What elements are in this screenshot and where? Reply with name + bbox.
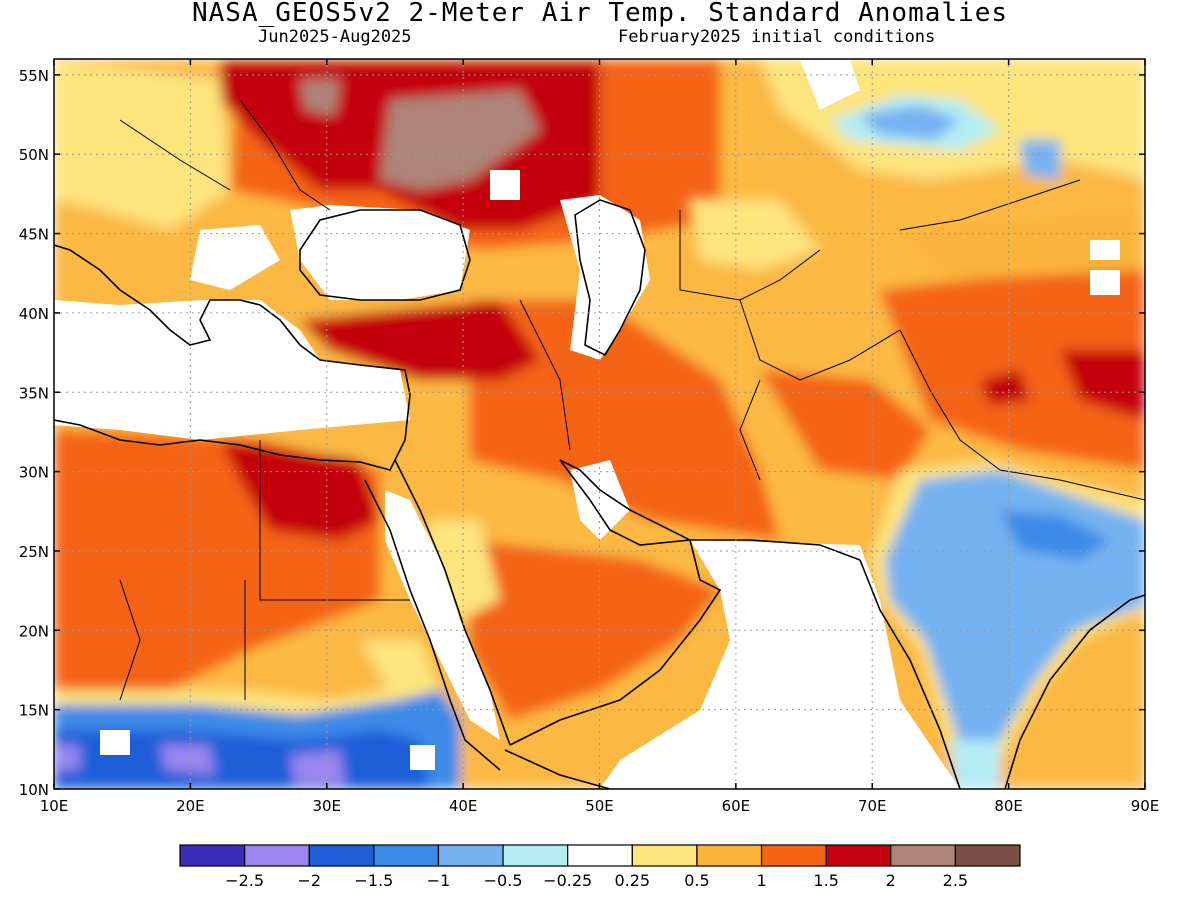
india-coast	[859, 559, 961, 789]
horn-coast	[504, 749, 611, 789]
lon-tick-label: 70E	[858, 797, 887, 815]
colorbar-label: 1.5	[813, 871, 838, 890]
lon-tick-label: 90E	[1131, 797, 1160, 815]
colorbar-label: 2	[886, 871, 896, 890]
lat-tick-label: 25N	[19, 543, 49, 561]
colorbar-label: −2	[297, 871, 321, 890]
colorbar-swatch	[373, 844, 440, 867]
lat-tick-label: 20N	[19, 622, 49, 640]
borders	[119, 99, 1145, 701]
caspian-coast	[574, 199, 646, 357]
colorbar-label: −0.25	[543, 871, 592, 890]
graticule	[54, 59, 1145, 789]
colorbar-label: −2.5	[225, 871, 264, 890]
lat-tick-label: 45N	[19, 226, 49, 244]
coastlines	[54, 199, 1145, 789]
colorbar-label: 0.25	[614, 871, 650, 890]
initial-conditions: February2025 initial conditions	[618, 27, 936, 47]
colorbar-swatch	[760, 844, 827, 867]
map-title: NASA_GEOS5v2 2-Meter Air Temp. Standard …	[191, 0, 1008, 28]
india-east-coast	[1004, 594, 1145, 789]
colorbar-label: −0.5	[484, 871, 523, 890]
colorbar-swatch	[567, 844, 633, 867]
colorbar-swatch	[890, 844, 956, 867]
lat-tick-label: 40N	[19, 305, 49, 323]
colorbar-swatch	[437, 844, 504, 867]
colorbar-swatch	[308, 844, 375, 867]
colorbar-swatch	[954, 844, 1021, 867]
lat-tick-label: 10N	[19, 781, 49, 799]
lon-tick-label: 40E	[449, 797, 478, 815]
lat-tick-label: 15N	[19, 702, 49, 720]
colorbar-label: 2.5	[943, 871, 968, 890]
colorbar-swatch	[631, 844, 698, 867]
colorbar-label: 1	[756, 871, 766, 890]
lat-tick-label: 50N	[19, 146, 49, 164]
lat-tick-label: 35N	[19, 384, 49, 402]
colorbar-swatch	[244, 844, 310, 867]
lat-tick-label: 30N	[19, 464, 49, 482]
lon-tick-label: 50E	[585, 797, 614, 815]
lat-tick-label: 55N	[19, 67, 49, 85]
red-sea-coast-west	[364, 479, 501, 771]
lon-tick-label: 60E	[722, 797, 751, 815]
black-sea-coast	[299, 209, 471, 301]
colorbar-label: −1	[427, 871, 451, 890]
gulf-coast	[559, 459, 861, 561]
colorbar-swatch	[502, 844, 569, 867]
colorbar-label: 0.5	[684, 871, 709, 890]
mediterranean-coast	[54, 244, 411, 471]
axis-ticks: 10E 20E 30E 40E 50E 60E 70E 80E 90E 10N 15N 20N 25N 3…	[19, 59, 1160, 815]
red-sea-coast	[394, 459, 511, 746]
colorbar: −2.5 −2 −1.5 −1 −0.5 −0.25 0.25 0.5 1 1.5 2 2.5	[179, 844, 1021, 890]
colorbar-swatch	[179, 844, 246, 867]
lon-tick-label: 10E	[40, 797, 69, 815]
masked-areas	[54, 60, 1120, 789]
forecast-period: Jun2025-Aug2025	[258, 27, 412, 47]
arabia-coast	[509, 459, 722, 746]
lon-tick-label: 30E	[312, 797, 341, 815]
lon-tick-label: 20E	[176, 797, 205, 815]
lon-tick-label: 80E	[994, 797, 1023, 815]
colorbar-label: −1.5	[354, 871, 393, 890]
colorbar-swatch	[696, 844, 763, 867]
colorbar-swatch	[825, 844, 892, 867]
